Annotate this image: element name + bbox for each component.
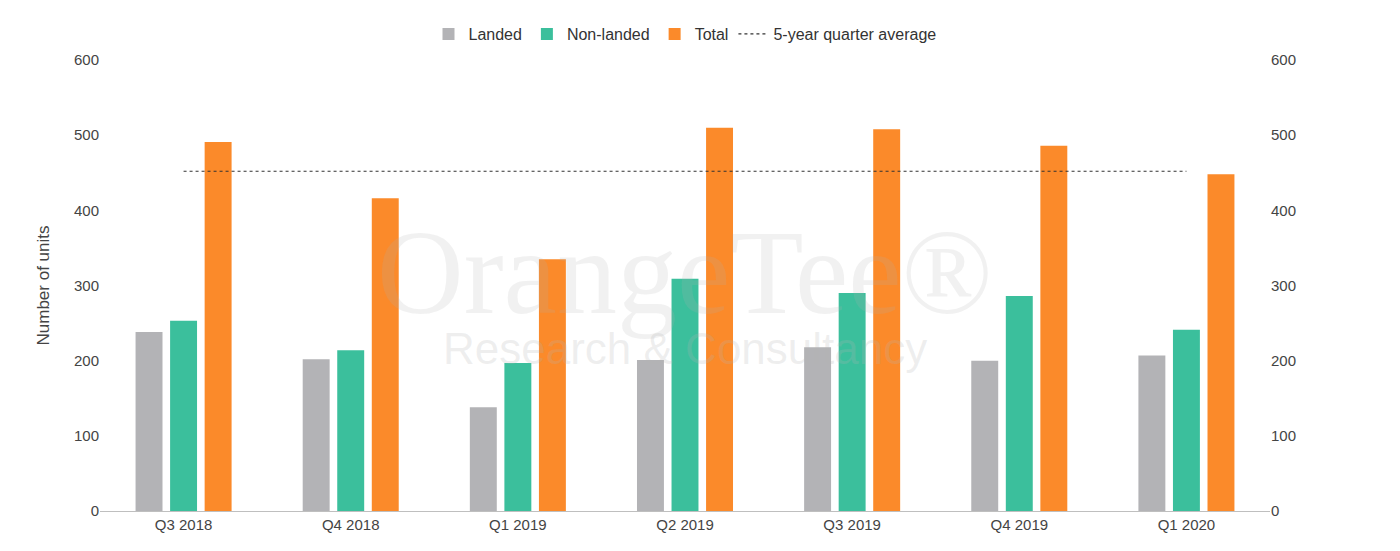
svg-text:100: 100: [74, 427, 99, 444]
svg-text:Non-landed: Non-landed: [567, 26, 650, 43]
svg-text:Q4 2018: Q4 2018: [322, 516, 380, 533]
svg-text:600: 600: [1271, 51, 1296, 68]
svg-text:500: 500: [1271, 126, 1296, 143]
svg-text:0: 0: [91, 502, 99, 519]
svg-text:Q4 2019: Q4 2019: [991, 516, 1049, 533]
svg-text:Q3 2019: Q3 2019: [823, 516, 881, 533]
svg-text:Landed: Landed: [469, 26, 522, 43]
svg-text:400: 400: [1271, 202, 1296, 219]
svg-text:Q3 2018: Q3 2018: [155, 516, 213, 533]
svg-text:300: 300: [1271, 277, 1296, 294]
svg-text:Number of units: Number of units: [34, 226, 53, 346]
svg-text:600: 600: [74, 51, 99, 68]
svg-text:500: 500: [74, 126, 99, 143]
svg-text:200: 200: [74, 352, 99, 369]
svg-text:OrangeTee®: OrangeTee®: [377, 206, 993, 339]
svg-text:200: 200: [1271, 352, 1296, 369]
svg-text:100: 100: [1271, 427, 1296, 444]
svg-text:5-year quarter average: 5-year quarter average: [773, 26, 936, 43]
svg-text:Q1 2019: Q1 2019: [489, 516, 547, 533]
svg-text:Total: Total: [695, 26, 729, 43]
svg-text:Q2 2019: Q2 2019: [656, 516, 714, 533]
svg-text:0: 0: [1271, 502, 1279, 519]
svg-text:400: 400: [74, 202, 99, 219]
svg-text:300: 300: [74, 277, 99, 294]
svg-text:Research & Consultancy: Research & Consultancy: [443, 324, 927, 373]
svg-text:Q1 2020: Q1 2020: [1158, 516, 1216, 533]
